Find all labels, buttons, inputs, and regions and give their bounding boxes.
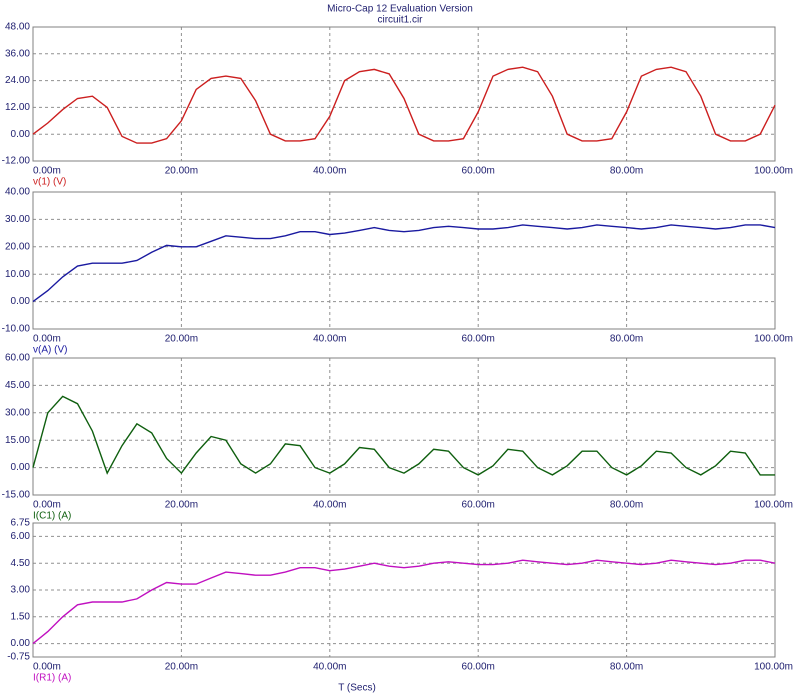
x-tick-label: 40.00m <box>313 166 346 177</box>
y-tick-label: 1.50 <box>11 611 31 622</box>
x-tick-label: 0.00m <box>33 166 61 177</box>
y-tick-label: 45.00 <box>5 380 30 391</box>
y-tick-label: 0.00 <box>11 129 31 140</box>
y-tick-label: 6.00 <box>11 531 31 542</box>
x-tick-label: 40.00m <box>313 662 346 673</box>
x-tick-label: 80.00m <box>610 334 643 345</box>
y-tick-label: 0.00 <box>11 462 31 473</box>
y-tick-label: 12.00 <box>5 102 30 113</box>
x-tick-label: 80.00m <box>610 166 643 177</box>
chart-title: Micro-Cap 12 Evaluation Version <box>327 4 473 15</box>
x-tick-label: 100.00m <box>754 334 793 345</box>
y-tick-label: 48.00 <box>5 22 30 33</box>
y-tick-label: 3.00 <box>11 585 31 596</box>
x-tick-label: 20.00m <box>165 662 198 673</box>
x-tick-label: 20.00m <box>165 166 198 177</box>
x-tick-label: 80.00m <box>610 500 643 511</box>
y-tick-label: 10.00 <box>5 269 30 280</box>
x-tick-label: 60.00m <box>462 334 495 345</box>
y-tick-label: -10.00 <box>2 324 31 335</box>
y-tick-label: 30.00 <box>5 407 30 418</box>
y-tick-label: -12.00 <box>2 156 31 167</box>
y-tick-label: 6.75 <box>11 518 31 529</box>
x-tick-label: 100.00m <box>754 662 793 673</box>
x-tick-label: 100.00m <box>754 166 793 177</box>
y-tick-label: 40.00 <box>5 187 30 198</box>
plot-frame <box>32 357 776 496</box>
x-tick-label: 60.00m <box>462 500 495 511</box>
legend-label: v(1) (V) <box>33 177 66 188</box>
x-tick-label: 60.00m <box>462 166 495 177</box>
y-tick-label: 30.00 <box>5 214 30 225</box>
legend-label: I(R1) (A) <box>33 673 71 684</box>
y-tick-label: 20.00 <box>5 241 30 252</box>
data-line <box>32 66 776 144</box>
x-tick-label: 0.00m <box>33 500 61 511</box>
x-axis-label: T (Secs) <box>338 683 376 694</box>
y-tick-label: 60.00 <box>5 353 30 364</box>
legend-label: I(C1) (A) <box>33 511 71 522</box>
y-tick-label: 4.50 <box>11 558 31 569</box>
y-tick-label: 0.00 <box>11 296 31 307</box>
x-tick-label: 80.00m <box>610 662 643 673</box>
plot-frame <box>32 191 776 330</box>
x-tick-label: 20.00m <box>165 334 198 345</box>
x-tick-label: 40.00m <box>313 334 346 345</box>
x-tick-label: 0.00m <box>33 334 61 345</box>
x-tick-label: 100.00m <box>754 500 793 511</box>
x-tick-label: 0.00m <box>33 662 61 673</box>
y-tick-label: 36.00 <box>5 48 30 59</box>
legend-label: v(A) (V) <box>33 345 67 356</box>
y-tick-label: 15.00 <box>5 435 30 446</box>
chart-subtitle: circuit1.cir <box>377 15 423 26</box>
x-tick-label: 60.00m <box>462 662 495 673</box>
x-tick-label: 20.00m <box>165 500 198 511</box>
data-line <box>32 395 775 476</box>
y-tick-label: -15.00 <box>2 490 31 501</box>
y-tick-label: 0.00 <box>11 638 31 649</box>
y-tick-label: 24.00 <box>5 75 30 86</box>
plot-frame <box>32 522 776 658</box>
x-tick-label: 40.00m <box>313 500 346 511</box>
plot-frame <box>32 26 776 162</box>
y-tick-label: -0.75 <box>7 652 30 663</box>
data-line <box>32 224 776 303</box>
data-line <box>32 559 776 645</box>
